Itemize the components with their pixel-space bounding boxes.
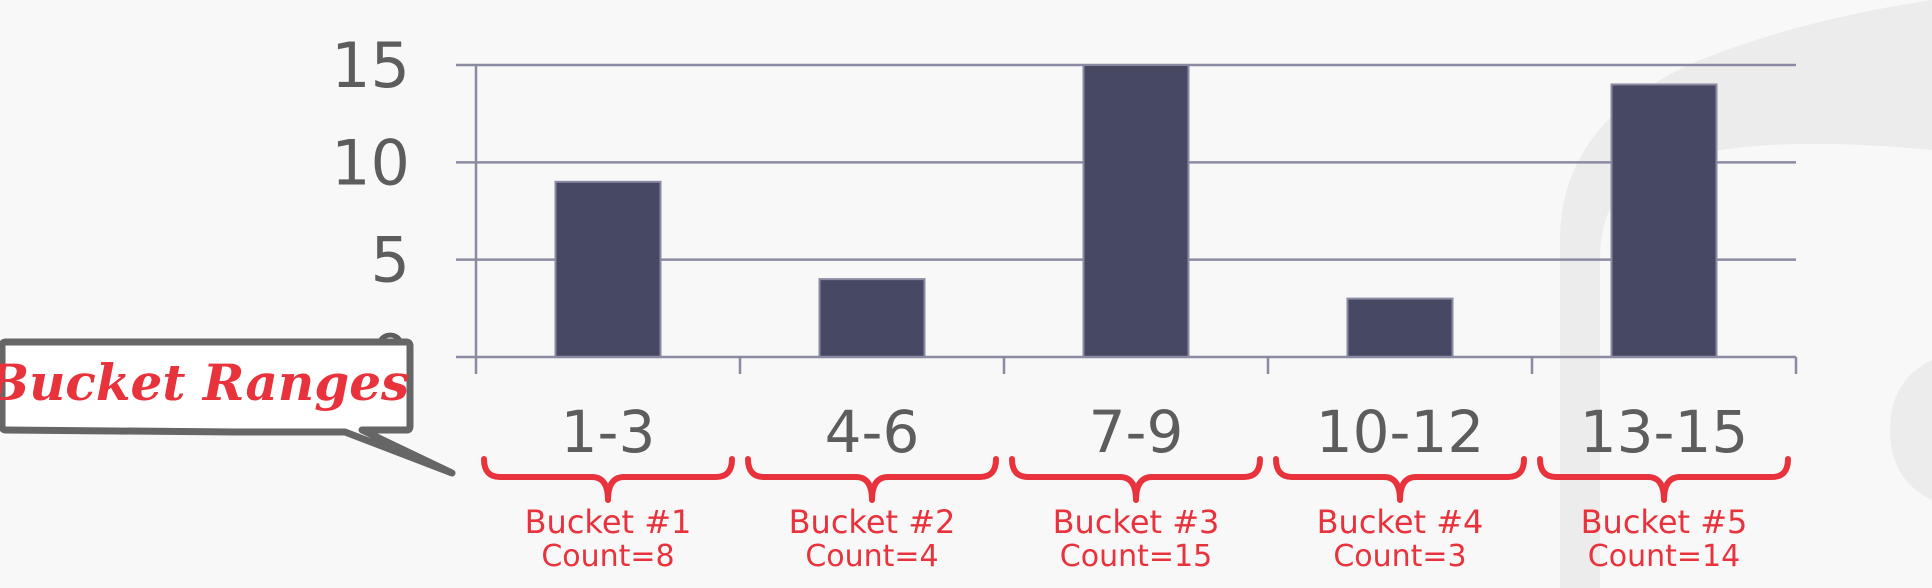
bucket-count: Count=3 <box>1333 539 1466 574</box>
bucket-brace <box>1273 456 1527 503</box>
callout-label: Bucket Ranges <box>0 353 409 412</box>
bar <box>1346 297 1454 359</box>
bucket-brace <box>481 456 735 503</box>
bar <box>554 180 662 358</box>
bar <box>1082 64 1190 358</box>
bucket-count: Count=8 <box>541 539 674 574</box>
bucket-name: Bucket #4 <box>1317 503 1484 541</box>
y-tick-label: 10 <box>331 126 410 199</box>
bucket-count: Count=15 <box>1060 539 1212 574</box>
x-tick-label: 7-9 <box>1089 398 1184 466</box>
bucket-count: Count=14 <box>1588 539 1740 574</box>
y-tick-label: 5 <box>371 224 410 297</box>
x-tick-label: 10-12 <box>1316 398 1485 466</box>
bucket-brace <box>1009 456 1263 503</box>
bucket-name: Bucket #5 <box>1581 503 1748 541</box>
axes <box>456 65 1798 374</box>
bucket-name: Bucket #2 <box>789 503 956 541</box>
bucket-name: Bucket #3 <box>1053 503 1220 541</box>
x-tick-label: 1-3 <box>561 398 656 466</box>
x-tick-label: 4-6 <box>825 398 920 466</box>
bucket-name: Bucket #1 <box>525 503 692 541</box>
bucket-count: Count=4 <box>805 539 938 574</box>
bucket-ranges-callout: Bucket Ranges <box>0 338 456 477</box>
x-tick-labels: 1-3 4-6 7-9 10-12 13-15 <box>561 398 1749 466</box>
bar <box>818 278 926 358</box>
callout-bubble <box>0 338 456 477</box>
bar <box>1610 83 1718 358</box>
x-tick-label: 13-15 <box>1580 398 1749 466</box>
y-tick-label: 15 <box>331 29 410 102</box>
watermark-dot <box>1890 360 1932 500</box>
bucket-brace <box>745 456 999 503</box>
bars <box>554 64 1718 359</box>
bucket-brace <box>1537 456 1791 503</box>
